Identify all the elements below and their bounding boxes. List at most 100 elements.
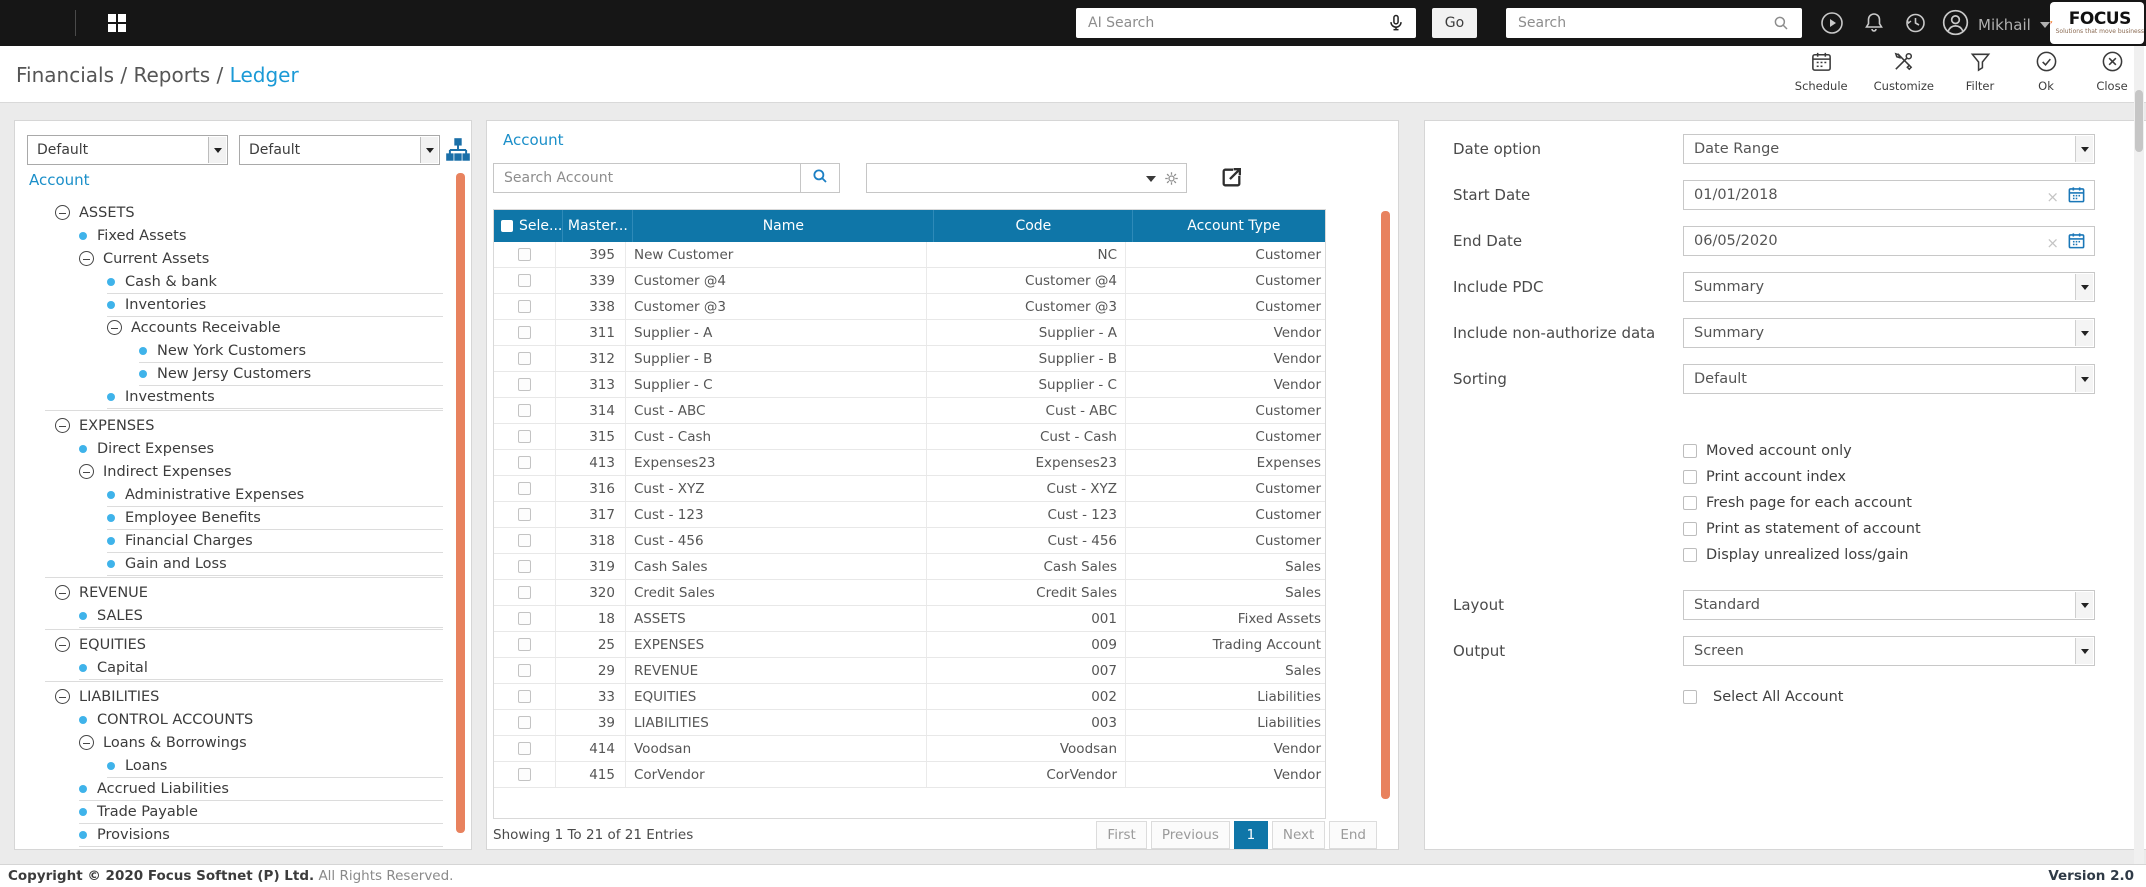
table-row[interactable]: 415 CorVendor CorVendor Vendor [494,762,1325,788]
row-checkbox[interactable] [518,456,531,469]
table-row[interactable]: 339 Customer @4 Customer @4 Customer [494,268,1325,294]
table-row[interactable]: 316 Cust - XYZ Cust - XYZ Customer [494,476,1325,502]
tree-item[interactable]: Capital [15,656,459,680]
select-all-account[interactable]: Select All Account [1683,689,1843,705]
table-row[interactable]: 413 Expenses23 Expenses23 Expenses [494,450,1325,476]
play-tour-icon[interactable] [1820,11,1844,39]
collapse-minus-icon[interactable] [55,637,70,652]
search-account-input[interactable] [493,163,801,193]
tree-item[interactable]: Financial Charges [15,529,459,553]
tree-item[interactable]: ASSETS [15,201,459,224]
collapse-minus-icon[interactable] [79,735,94,750]
option-control[interactable]: Default × [1683,364,2095,394]
clear-icon[interactable]: × [2046,233,2059,252]
option-control[interactable]: 01/01/2018 × [1683,180,2095,210]
tree-item[interactable]: Employee Benefits [15,506,459,530]
page-button[interactable]: End [1329,821,1377,849]
checkbox[interactable] [1683,522,1697,536]
tree-item[interactable]: REVENUE [15,577,459,604]
tree-item[interactable]: New Jersy Customers [15,362,459,386]
table-row[interactable]: 318 Cust - 456 Cust - 456 Customer [494,528,1325,554]
hierarchy-icon[interactable] [445,137,471,167]
row-checkbox[interactable] [518,378,531,391]
row-checkbox[interactable] [518,638,531,651]
row-checkbox[interactable] [518,508,531,521]
ai-search-input[interactable] [1076,8,1416,38]
close-button[interactable]: Close [2092,50,2132,93]
header-code[interactable]: Code [934,210,1134,242]
customize-button[interactable]: Customize [1874,50,1934,93]
table-row[interactable]: 313 Supplier - C Supplier - C Vendor [494,372,1325,398]
table-row[interactable]: 395 New Customer NC Customer [494,242,1325,268]
table-row[interactable]: 39 LIABILITIES 003 Liabilities [494,710,1325,736]
history-icon[interactable] [1903,11,1927,39]
row-checkbox[interactable] [518,586,531,599]
tree-item[interactable]: Indirect Expenses [15,460,459,483]
ok-button[interactable]: Ok [2026,50,2066,93]
table-row[interactable]: 312 Supplier - B Supplier - B Vendor [494,346,1325,372]
select-all-checkbox[interactable] [501,220,513,232]
page-button[interactable]: First [1096,821,1147,849]
option-control[interactable]: Standard [1683,590,2095,620]
checkbox-row[interactable]: Moved account only [1683,438,1921,464]
row-checkbox[interactable] [518,482,531,495]
table-row[interactable]: 311 Supplier - A Supplier - A Vendor [494,320,1325,346]
table-row[interactable]: 320 Credit Sales Credit Sales Sales [494,580,1325,606]
calendar-icon[interactable] [2067,185,2086,208]
checkbox-row[interactable]: Print as statement of account [1683,516,1921,542]
checkbox[interactable] [1683,548,1697,562]
tree-scrollbar[interactable] [456,173,465,833]
microphone-icon[interactable] [1386,13,1406,37]
row-checkbox[interactable] [518,404,531,417]
row-checkbox[interactable] [518,664,531,677]
row-checkbox[interactable] [518,352,531,365]
calendar-icon[interactable] [2067,231,2086,254]
option-control[interactable]: Summary × [1683,318,2095,348]
window-scrollbar[interactable] [2134,46,2144,864]
tree-item[interactable]: Loans & Borrowings [15,731,459,754]
header-master[interactable]: Master... [563,210,634,242]
tree-view-select-1[interactable]: Default [27,135,228,165]
tree-item[interactable]: EXPENSES [15,410,459,437]
page-button[interactable]: Previous [1150,821,1230,849]
tree-item[interactable]: Gain and Loss [15,552,459,576]
page-button[interactable]: Next [1271,821,1326,849]
tree-item[interactable]: CONTROL ACCOUNTS [15,708,459,731]
table-row[interactable]: 33 EQUITIES 002 Liabilities [494,684,1325,710]
search-account-button[interactable] [800,163,840,193]
tree-view-select-2[interactable]: Default [239,135,440,165]
table-row[interactable]: 29 REVENUE 007 Sales [494,658,1325,684]
row-checkbox[interactable] [518,248,531,261]
clear-icon[interactable]: × [2046,187,2059,206]
open-external-icon[interactable] [1219,165,1244,194]
gear-icon[interactable] [1164,171,1179,190]
option-control[interactable]: Screen [1683,636,2095,666]
tree-item[interactable]: Direct Expenses [15,437,459,460]
table-row[interactable]: 18 ASSETS 001 Fixed Assets [494,606,1325,632]
collapse-minus-icon[interactable] [107,320,122,335]
tree-item[interactable]: Loans [15,754,459,778]
tree-item[interactable]: Investments [15,385,459,409]
table-row[interactable]: 315 Cust - Cash Cust - Cash Customer [494,424,1325,450]
collapse-minus-icon[interactable] [55,205,70,220]
collapse-minus-icon[interactable] [55,418,70,433]
row-checkbox[interactable] [518,430,531,443]
filter-button[interactable]: Filter [1960,50,2000,93]
option-control[interactable]: Date Range × [1683,134,2095,164]
tree-item[interactable]: Accounts Receivable [15,316,459,339]
option-control[interactable]: 06/05/2020 × [1683,226,2095,256]
breadcrumb-reports[interactable]: Reports [133,63,211,87]
tree-item[interactable]: Cash & bank [15,270,459,294]
scrollbar-thumb[interactable] [2135,90,2143,152]
checkbox[interactable] [1683,470,1697,484]
row-checkbox[interactable] [518,612,531,625]
table-row[interactable]: 414 Voodsan Voodsan Vendor [494,736,1325,762]
row-checkbox[interactable] [518,742,531,755]
tree-item[interactable]: Trade Payable [15,800,459,824]
tree-item[interactable]: LIABILITIES [15,681,459,708]
tree-item[interactable]: SALES [15,604,459,628]
breadcrumb-financials[interactable]: Financials [16,63,114,87]
account-filter-select[interactable] [866,163,1187,193]
tree-item[interactable]: Provisions [15,823,459,847]
row-checkbox[interactable] [518,690,531,703]
